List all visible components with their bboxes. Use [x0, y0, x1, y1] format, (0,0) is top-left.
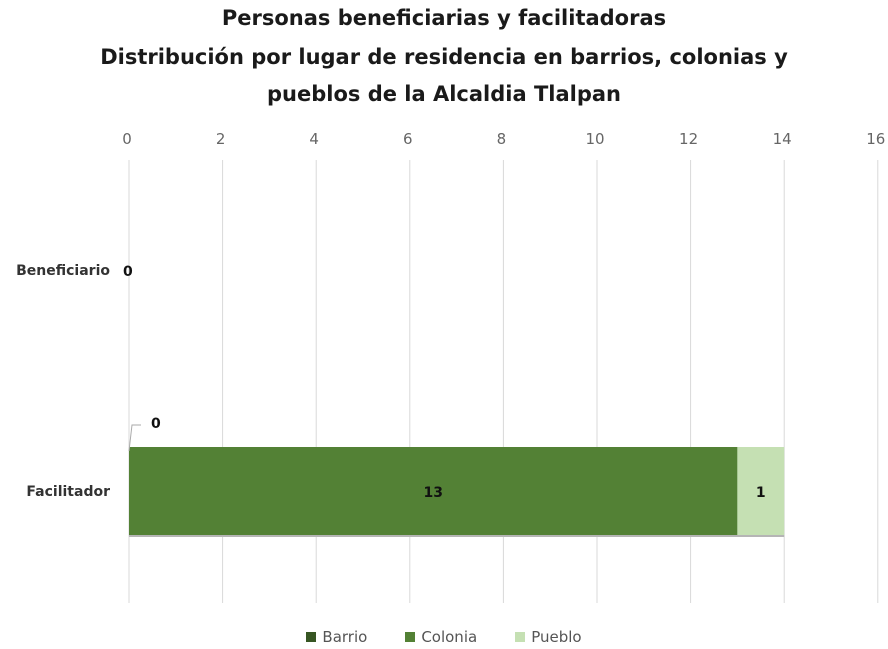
x-tick-label: 12 [679, 130, 698, 148]
x-tick-label: 10 [585, 130, 604, 148]
legend-item-colonia: Colonia [405, 628, 477, 646]
legend-label-colonia: Colonia [421, 628, 478, 646]
chart-title-line-2: Distribución por lugar de residencia en … [100, 45, 788, 69]
legend-swatch-pueblo [515, 632, 526, 642]
legend-label-barrio: Barrio [322, 628, 368, 646]
chart-title-line-3: pueblos de la Alcaldia Tlalpan [267, 82, 621, 106]
category-label: Beneficiario [16, 263, 110, 279]
category-label: Facilitador [26, 484, 110, 500]
legend-label-pueblo: Pueblo [531, 628, 582, 646]
x-tick-label: 14 [773, 130, 792, 148]
bar-colonia [129, 447, 738, 535]
bar-pueblo [737, 447, 785, 535]
x-tick-label: 8 [497, 130, 507, 148]
data-label-facilitador-barrio: 0 [151, 416, 161, 432]
legend-swatch-barrio [306, 632, 317, 642]
x-tick-label: 2 [216, 130, 226, 148]
data-label-facilitador-pueblo: 1 [756, 485, 766, 501]
leader-line [128, 424, 141, 452]
data-label-beneficiario: 0 [123, 264, 133, 280]
plot-area: 0 2 4 6 8 10 12 14 16 Beneficiario Facilitador 0 0 13… [16, 130, 885, 603]
chart-title-line-1: Personas beneficiarias y facilitadoras [221, 6, 667, 30]
x-tick-label: 6 [403, 130, 413, 148]
data-label-facilitador-colonia: 13 [423, 485, 442, 501]
x-tick-label: 0 [122, 130, 132, 148]
legend: Barrio Colonia Pueblo [0, 628, 888, 646]
legend-item-pueblo: Pueblo [515, 628, 582, 646]
legend-item-barrio: Barrio [306, 628, 367, 646]
x-tick-label: 4 [309, 130, 319, 148]
legend-swatch-colonia [405, 632, 416, 642]
x-tick-label: 16 [866, 130, 885, 148]
